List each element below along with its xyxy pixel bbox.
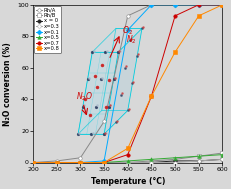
x=0.7 [126,153,129,156]
x=0.7 [174,15,176,17]
Rh/A [126,15,129,17]
Rh/A [221,4,224,6]
x=0.5 [174,157,176,159]
Text: $N_2O$: $N_2O$ [76,90,93,103]
x=0.1 [197,4,200,6]
x = 0 [55,161,58,164]
x = 0 [32,161,34,164]
x=0.5 [103,161,106,164]
x=0.1 [126,29,129,31]
x=0.5 [32,161,34,164]
Rh/A [32,161,34,164]
x=0.3 [126,161,129,164]
Rh/B [126,161,129,164]
x=0.5 [150,158,153,160]
x=0.7 [197,4,200,6]
Legend: Rh/A, Rh/B, x = 0, x=0.3, x=0.1, x=0.5, x=0.7, x=0.8: Rh/A, Rh/B, x = 0, x=0.3, x=0.1, x=0.5, … [34,6,61,53]
x=0.3 [79,161,82,164]
x=0.3 [221,158,224,160]
Rh/A [174,4,176,6]
x=0.8 [221,4,224,6]
Polygon shape [104,28,142,134]
x=0.1 [150,4,153,6]
Line: x=0.3: x=0.3 [31,158,224,164]
x=0.7 [55,161,58,164]
x=0.3 [55,161,58,164]
x = 0 [126,161,129,164]
x=0.1 [103,160,106,162]
Rh/B [197,155,200,157]
Rh/B [174,158,176,160]
Line: x=0.1: x=0.1 [31,3,224,164]
x=0.1 [32,161,34,164]
Rh/A [79,157,82,159]
Line: Rh/A: Rh/A [31,3,224,164]
Y-axis label: N₂O conversion (%): N₂O conversion (%) [3,42,12,125]
x=0.5 [79,161,82,164]
x=0.7 [150,95,153,97]
x = 0 [174,160,176,162]
x=0.5 [126,160,129,162]
x=0.8 [174,51,176,53]
x=0.7 [103,161,106,164]
Line: x=0.8: x=0.8 [31,3,224,164]
x=0.8 [197,15,200,17]
Line: x = 0: x = 0 [31,158,224,164]
Rh/B [32,161,34,164]
Rh/B [55,161,58,164]
Rh/B [103,161,106,164]
x = 0 [150,161,153,164]
x=0.8 [32,161,34,164]
Text: $N_2$: $N_2$ [126,34,137,46]
x=0.1 [79,161,82,164]
x=0.3 [174,161,176,164]
x=0.5 [221,153,224,156]
x=0.3 [150,161,153,164]
x=0.5 [197,155,200,157]
Polygon shape [92,28,142,52]
x=0.8 [55,161,58,164]
x = 0 [221,158,224,160]
X-axis label: Temperature (°C): Temperature (°C) [91,177,165,186]
Rh/A [150,4,153,6]
x=0.1 [221,4,224,6]
Line: Rh/B: Rh/B [31,151,224,164]
Rh/A [55,160,58,162]
x=0.3 [32,161,34,164]
Rh/B [150,160,153,162]
x=0.1 [174,4,176,6]
x=0.8 [103,161,106,164]
x=0.1 [55,161,58,164]
x=0.3 [103,161,106,164]
x=0.3 [197,160,200,162]
x = 0 [103,161,106,164]
x = 0 [79,161,82,164]
Text: $O_2$: $O_2$ [122,24,133,37]
Line: x=0.5: x=0.5 [31,153,224,164]
Line: x=0.7: x=0.7 [31,3,224,164]
x = 0 [197,160,200,162]
x=0.7 [32,161,34,164]
x=0.8 [79,161,82,164]
Rh/B [79,161,82,164]
Rh/B [221,152,224,154]
x=0.5 [55,161,58,164]
x=0.8 [126,147,129,149]
x=0.7 [79,161,82,164]
Rh/A [197,4,200,6]
Polygon shape [78,52,118,134]
x=0.7 [221,4,224,6]
Rh/A [103,120,106,123]
x=0.8 [150,95,153,97]
